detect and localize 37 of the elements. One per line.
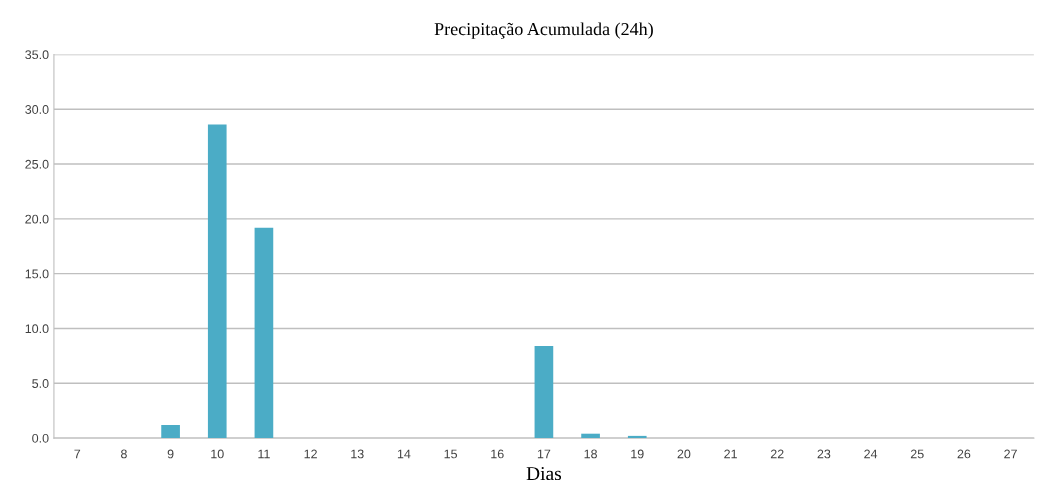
x-tick-label: 16 — [491, 449, 504, 459]
x-tick-label: 13 — [351, 449, 364, 459]
y-tick-label: 30.0 — [25, 105, 49, 114]
x-tick-label: 25 — [910, 449, 924, 459]
x-axis-title: Dias — [526, 467, 562, 481]
x-tick-label: 22 — [770, 449, 784, 459]
x-tick-label: 15 — [444, 449, 457, 459]
x-tick-label: 10 — [211, 449, 224, 459]
x-tick-label: 12 — [304, 449, 317, 459]
y-tick-label: 20.0 — [25, 214, 49, 224]
bar — [254, 227, 274, 439]
x-tick-label: 14 — [397, 449, 411, 459]
bar — [161, 424, 180, 439]
x-tick-label: 9 — [167, 449, 174, 459]
x-tick-label: 17 — [537, 449, 551, 459]
bar — [581, 433, 600, 439]
y-tick-label: 0.0 — [32, 433, 49, 443]
x-tick-label: 18 — [584, 449, 597, 459]
x-tick-label: 8 — [120, 449, 127, 459]
chart-title: Precipitação Acumulada (24h) — [434, 22, 653, 39]
y-tick-label: 10.0 — [25, 324, 49, 334]
x-tick-label: 11 — [258, 449, 270, 459]
y-tick-label: 35.0 — [25, 50, 49, 60]
y-tick-label: 5.0 — [32, 379, 49, 388]
x-tick-label: 26 — [957, 449, 971, 459]
y-tick-label: 25.0 — [25, 159, 49, 169]
x-tick-label: 27 — [1004, 449, 1017, 459]
y-tick-label: 15.0 — [25, 269, 49, 279]
bar — [627, 435, 647, 439]
x-tick-label: 7 — [74, 449, 81, 459]
x-tick-label: 24 — [864, 449, 878, 459]
bar — [534, 346, 554, 439]
x-tick-label: 19 — [631, 449, 644, 459]
bar — [207, 124, 227, 439]
x-tick-label: 21 — [724, 449, 737, 459]
x-tick-label: 23 — [817, 449, 831, 459]
x-tick-label: 20 — [677, 449, 691, 459]
